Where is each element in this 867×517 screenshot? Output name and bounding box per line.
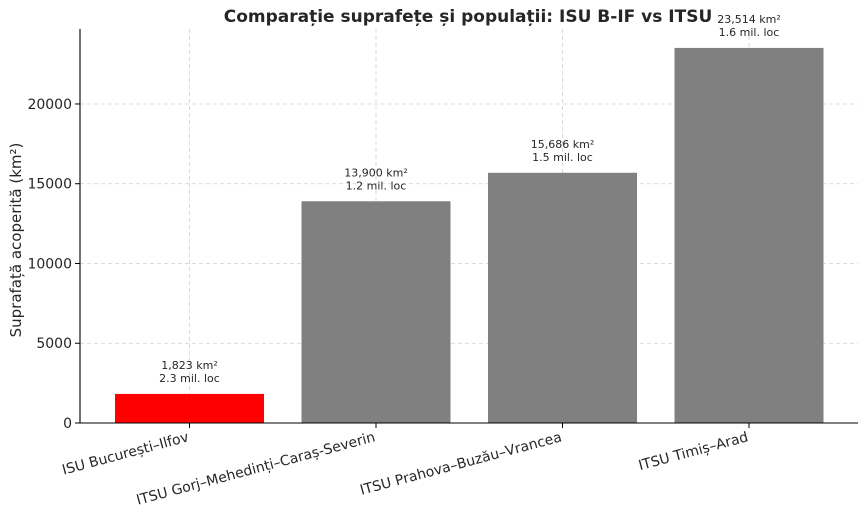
bar-3 bbox=[488, 172, 637, 423]
y-tick-label: 10000 bbox=[27, 256, 72, 272]
data-label-population: 1.6 mil. loc bbox=[719, 26, 780, 39]
y-tick-label: 15000 bbox=[27, 177, 72, 193]
bar-4 bbox=[674, 47, 824, 423]
y-tick-label: 0 bbox=[63, 416, 72, 432]
x-tick-label: ISU București–Ilfov bbox=[61, 429, 191, 478]
data-label-area: 13,900 km² bbox=[344, 166, 407, 179]
data-label-area: 15,686 km² bbox=[531, 138, 594, 151]
x-tick-label: ITSU Prahova–Buzău–Vrancea bbox=[358, 429, 563, 498]
data-label-area: 1,823 km² bbox=[161, 359, 217, 372]
data-label-area: 23,514 km² bbox=[717, 13, 780, 26]
bars-layer bbox=[115, 47, 824, 423]
y-axis-label: Suprafață acoperită (km²) bbox=[7, 143, 25, 338]
y-tick-label: 5000 bbox=[36, 336, 72, 352]
bar-1 bbox=[115, 393, 264, 423]
data-label-population: 1.2 mil. loc bbox=[346, 179, 407, 192]
data-label-population: 2.3 mil. loc bbox=[159, 372, 220, 385]
data-label-population: 1.5 mil. loc bbox=[532, 151, 593, 164]
bar-2 bbox=[301, 201, 451, 423]
y-tick-label: 20000 bbox=[27, 97, 72, 113]
x-tick-label: ITSU Timiș–Arad bbox=[637, 429, 750, 474]
chart-title: Comparație suprafețe și populații: ISU B… bbox=[224, 7, 713, 27]
